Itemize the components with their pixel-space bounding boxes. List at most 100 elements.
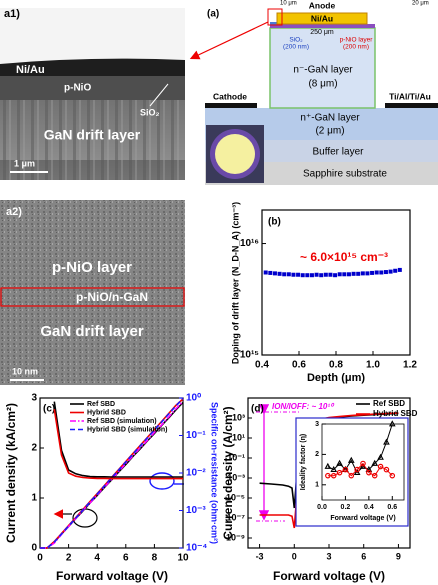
data-point — [371, 459, 379, 466]
y-tick-label: 10⁻⁷ — [227, 512, 246, 522]
data-point — [300, 273, 305, 278]
cathode-contact — [205, 103, 257, 108]
panel-label: (c) — [43, 404, 55, 415]
data-line — [40, 400, 184, 549]
layer-label: GaN drift layer — [40, 323, 144, 340]
y-tick-label: 10⁻⁹ — [226, 532, 245, 542]
x-tick-label: 0.4 — [255, 360, 269, 371]
layer-label: GaN drift layer — [44, 127, 141, 143]
data-point — [370, 270, 375, 275]
layer-label: Sapphire substrate — [303, 169, 387, 180]
data-point — [371, 472, 378, 479]
data-point — [277, 271, 282, 276]
data-point — [388, 269, 393, 274]
y-axis-label: Current density (kA/cm²) — [4, 403, 18, 543]
data-point — [346, 272, 351, 277]
contact-label: Ti/Al/Ti/Au — [389, 91, 431, 101]
data-point — [319, 273, 324, 278]
nio-label: p-NiO layer — [340, 37, 374, 44]
data-point — [393, 268, 398, 273]
data-point — [337, 272, 342, 277]
data-point — [347, 456, 355, 463]
legend-label: Hybrid SBD — [373, 409, 418, 418]
data-point — [365, 271, 370, 276]
oxide-label: SiO₂ — [289, 37, 303, 44]
interface-box — [0, 287, 185, 307]
data-point — [383, 438, 390, 445]
y2-tick-label: 10⁻¹ — [186, 430, 206, 441]
legend-label: Hybrid SBD — [87, 409, 126, 416]
y-tick-label: 10⁻⁵ — [226, 492, 245, 502]
x-tick-label: 1.0 — [366, 360, 380, 371]
data-point — [365, 465, 373, 472]
layer-label: p-NiO — [64, 83, 91, 94]
y-tick-label: 3 — [315, 421, 319, 428]
data-point — [291, 272, 296, 277]
data-point — [336, 469, 343, 476]
cathode-contact — [385, 103, 438, 108]
y-tick-label: 2 — [31, 443, 37, 454]
oxide-label: (200 nm) — [283, 44, 309, 51]
layer-label: p-NiO layer — [52, 259, 132, 276]
data-point — [323, 272, 328, 277]
layer-label: (2 μm) — [315, 126, 344, 137]
y-tick-label: 10³ — [232, 412, 245, 422]
layer-label: n⁻-GaN layer — [293, 65, 353, 76]
data-point — [342, 466, 349, 473]
nio-band — [0, 76, 185, 100]
data-point — [342, 272, 347, 277]
y-tick-label: 0 — [31, 543, 37, 554]
tem-a2: a2) p-NiO layer p-NiO/n-GaN GaN drift la… — [0, 200, 185, 385]
data-point — [324, 462, 332, 469]
cathode-label: Cathode — [213, 91, 247, 101]
y2-tick-label: 10⁰ — [186, 393, 201, 404]
y-tick-label: 2 — [315, 451, 319, 458]
data-point — [333, 273, 338, 278]
data-point — [351, 271, 356, 276]
data-line — [327, 462, 393, 477]
data-point — [268, 270, 273, 275]
legend-label: Ref SBD — [373, 399, 405, 408]
x-tick-label: 1.2 — [403, 360, 417, 371]
x-tick-label: 0.8 — [329, 360, 343, 371]
x-tick-label: 8 — [152, 553, 158, 564]
data-point — [272, 271, 277, 276]
arrow — [189, 21, 269, 60]
data-point — [397, 267, 402, 272]
data-point — [282, 272, 287, 277]
data-point — [325, 472, 331, 479]
layer-label: SiO₂ — [140, 107, 160, 117]
x-tick-label: 3 — [326, 551, 331, 561]
data-point — [379, 270, 384, 275]
layer-label: Buffer layer — [313, 147, 365, 158]
data-point — [383, 270, 388, 275]
data-point — [305, 273, 310, 278]
y-tick-label: 10¹⁶ — [240, 238, 259, 249]
x-tick-label: 10 — [177, 553, 189, 564]
data-point — [366, 469, 372, 476]
y-tick-label: 10⁻¹ — [227, 452, 245, 462]
y-tick-label: 10⁻³ — [227, 472, 245, 482]
data-point — [354, 466, 360, 473]
data-point — [353, 468, 361, 475]
y2-tick-label: 10⁻² — [186, 468, 206, 479]
plot-frame — [321, 423, 405, 501]
ni-au-band — [0, 58, 185, 76]
metal-label: Ni/Au — [311, 13, 333, 23]
dimension: 10 μm — [280, 1, 297, 7]
pointer — [149, 83, 169, 107]
data-line — [327, 423, 393, 474]
x-axis-label: Forward voltage (V) — [273, 569, 385, 583]
x-tick-label: 0.4 — [364, 504, 374, 511]
highlight — [267, 8, 283, 26]
x-tick-label: 0.6 — [387, 504, 397, 511]
dimension: 20 μm — [412, 1, 429, 7]
y-tick-label: 1 — [31, 493, 37, 504]
data-line — [53, 401, 183, 478]
layer-label: Ni/Au — [16, 64, 45, 76]
y2-axis-label: Specific on-resistance (ohm·cm²) — [210, 402, 220, 544]
panel-label: (b) — [268, 217, 281, 228]
dimension: 250 μm — [310, 29, 334, 36]
y-axis-label: Ideality factor (η) — [300, 434, 307, 490]
